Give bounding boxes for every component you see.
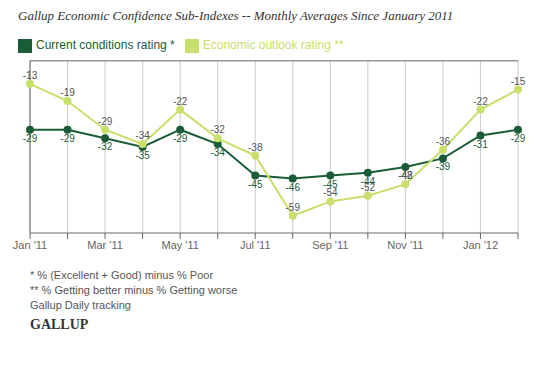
svg-text:-29: -29 [511,133,526,144]
html-text:** % Getting better minus % Ge: ** % Getting better minus % Getting wors… [30,284,238,296]
svg-text:-59: -59 [286,202,301,213]
html-text:* % (Excellent + Good) minus %: * % (Excellent + Good) minus % Poor [30,269,214,281]
svg-text:Sep '11: Sep '11 [312,239,348,251]
svg-text:May '11: May '11 [161,239,198,251]
svg-text:-39: -39 [436,161,451,172]
html-text:Gallup Economic Confidence Sub: Gallup Economic Confidence Sub-Indexes -… [18,8,454,23]
svg-text:-36: -36 [436,136,451,147]
svg-text:-32: -32 [210,124,225,135]
html-text:Gallup Daily tracking: Gallup Daily tracking [30,299,131,311]
svg-text:-31: -31 [473,139,488,150]
svg-text:Jul '11: Jul '11 [240,239,271,251]
svg-text:-42: -42 [398,170,413,181]
svg-text:-29: -29 [23,133,38,144]
svg-text:Nov '11: Nov '11 [387,239,423,251]
svg-text:-46: -46 [286,182,301,193]
svg-text:-54: -54 [323,187,338,198]
svg-text:-45: -45 [323,178,338,190]
svg-text:-34: -34 [135,130,150,141]
svg-text:-22: -22 [173,96,188,107]
svg-text:-29: -29 [173,133,188,144]
svg-text:-29: -29 [98,116,113,127]
svg-text:-15: -15 [511,76,526,87]
svg-text:-52: -52 [361,182,376,193]
svg-text:-29: -29 [60,133,75,144]
svg-text:-48: -48 [398,170,413,181]
svg-text:-22: -22 [473,96,488,107]
svg-text:Jan '11: Jan '11 [13,239,47,251]
svg-text:Mar '11: Mar '11 [87,239,123,251]
svg-text:Jan '12: Jan '12 [463,239,498,251]
html-text:GALLUP: GALLUP [30,317,89,332]
svg-text:-35: -35 [135,150,150,161]
html-text:Economic outlook rating **: Economic outlook rating ** [202,38,344,52]
html-text:Current conditions rating *: Current conditions rating * [36,38,175,52]
svg-text:-38: -38 [248,142,263,153]
svg-text:-19: -19 [60,87,75,98]
svg-text:-13: -13 [23,70,38,81]
svg-text:-45: -45 [248,179,263,190]
svg-text:-32: -32 [98,141,113,152]
svg-text:-34: -34 [210,147,225,158]
